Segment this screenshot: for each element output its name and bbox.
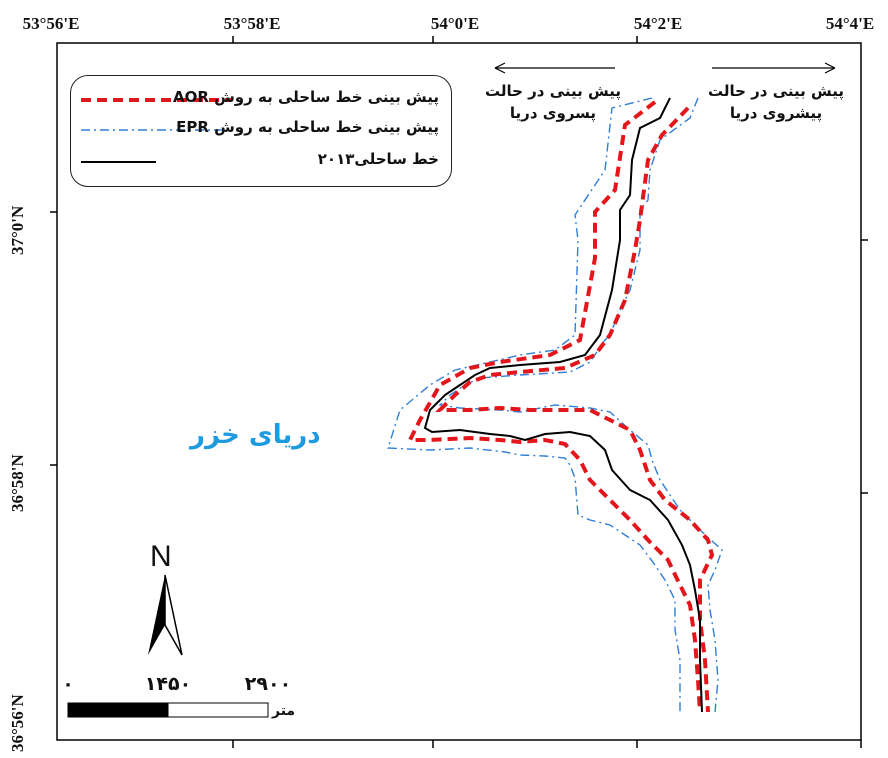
sea-label: دریای خزر xyxy=(190,420,321,450)
legend-label-coastline: خط ساحلی۲۰۱۳ xyxy=(317,150,439,168)
lon-label-4: 54°2'E xyxy=(633,14,683,33)
legend-item-epr: پیش بینی خط ساحلی به روش EPR xyxy=(71,116,451,140)
epr-line-upper xyxy=(387,97,681,712)
scale-tick-0: ۰ xyxy=(62,673,74,695)
lon-label-3: 54°0'E xyxy=(430,14,480,33)
coastline-symbol xyxy=(81,161,156,163)
epr-line-lower xyxy=(438,97,723,713)
scale-unit: متر xyxy=(272,703,296,719)
scale-tick-2: ۲۹۰۰ xyxy=(244,673,292,695)
retreat-arrow xyxy=(494,62,615,74)
lat-label-3: 36°56'N xyxy=(8,694,27,752)
legend-label-aor: پیش بینی خط ساحلی به روش AOR xyxy=(172,88,439,106)
lon-label-2: 53°58'E xyxy=(223,14,281,33)
legend: پیش بینی خط ساحلی به روش AOR پیش بینی خط… xyxy=(70,75,452,187)
coastline-2013 xyxy=(423,97,703,713)
aor-line-upper xyxy=(406,100,702,713)
legend-item-aor: پیش بینی خط ساحلی به روش AOR xyxy=(71,86,451,110)
aor-line-symbol xyxy=(81,98,231,102)
epr-line-symbol xyxy=(81,129,231,131)
aor-line-lower xyxy=(435,106,715,713)
lat-label-2: 36°58'N xyxy=(8,454,27,512)
north-arrow-icon xyxy=(148,574,183,656)
lat-label-1: 37°0'N xyxy=(8,205,27,255)
retreat-annotation: پیش بینی در حالت پسروی دریا xyxy=(485,82,621,122)
advance-annotation: پیش بینی در حالت پیشروی دریا xyxy=(708,82,844,122)
scale-tick-1: ۱۴۵۰ xyxy=(144,673,192,695)
lon-label-5: 54°4'E xyxy=(825,14,875,33)
legend-label-epr: پیش بینی خط ساحلی به روش EPR xyxy=(176,118,439,136)
north-letter: N xyxy=(150,540,172,573)
legend-item-coastline: خط ساحلی۲۰۱۳ xyxy=(71,148,451,172)
advance-arrow xyxy=(712,62,836,74)
scale-bar xyxy=(67,702,269,718)
lon-label-1: 53°56'E xyxy=(22,14,80,33)
